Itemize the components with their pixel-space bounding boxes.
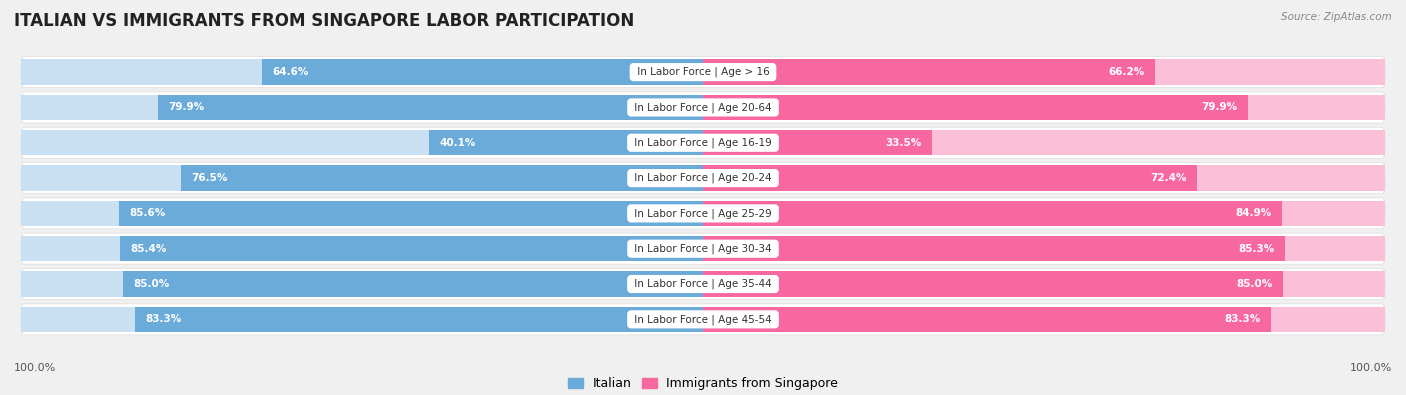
Text: In Labor Force | Age 20-64: In Labor Force | Age 20-64 bbox=[631, 102, 775, 113]
Text: 85.3%: 85.3% bbox=[1239, 244, 1275, 254]
FancyBboxPatch shape bbox=[21, 92, 1385, 123]
Bar bbox=[703, 59, 1154, 85]
Bar bbox=[703, 201, 1385, 226]
Text: In Labor Force | Age 45-54: In Labor Force | Age 45-54 bbox=[631, 314, 775, 325]
Text: 79.9%: 79.9% bbox=[1202, 102, 1237, 113]
Bar bbox=[21, 236, 703, 261]
Bar bbox=[703, 130, 1385, 156]
Text: 76.5%: 76.5% bbox=[191, 173, 228, 183]
Text: 85.6%: 85.6% bbox=[129, 209, 166, 218]
Text: Source: ZipAtlas.com: Source: ZipAtlas.com bbox=[1281, 12, 1392, 22]
Text: In Labor Force | Age 16-19: In Labor Force | Age 16-19 bbox=[631, 137, 775, 148]
Bar bbox=[703, 307, 1271, 332]
Text: 83.3%: 83.3% bbox=[1225, 314, 1261, 324]
Bar bbox=[703, 95, 1249, 120]
Text: 66.2%: 66.2% bbox=[1108, 67, 1144, 77]
Bar bbox=[135, 307, 703, 332]
Bar bbox=[703, 236, 1385, 261]
Text: In Labor Force | Age 35-44: In Labor Force | Age 35-44 bbox=[631, 279, 775, 289]
Text: 33.5%: 33.5% bbox=[884, 138, 921, 148]
FancyBboxPatch shape bbox=[21, 304, 1385, 335]
Bar bbox=[703, 236, 1285, 261]
Legend: Italian, Immigrants from Singapore: Italian, Immigrants from Singapore bbox=[562, 372, 844, 395]
Bar bbox=[703, 166, 1197, 191]
Text: 84.9%: 84.9% bbox=[1236, 209, 1272, 218]
Bar bbox=[703, 271, 1385, 297]
Text: 72.4%: 72.4% bbox=[1150, 173, 1187, 183]
Text: 85.4%: 85.4% bbox=[131, 244, 167, 254]
Text: 100.0%: 100.0% bbox=[14, 363, 56, 373]
Bar bbox=[703, 271, 1282, 297]
Bar bbox=[263, 59, 703, 85]
Text: In Labor Force | Age 30-34: In Labor Force | Age 30-34 bbox=[631, 243, 775, 254]
Text: In Labor Force | Age 25-29: In Labor Force | Age 25-29 bbox=[631, 208, 775, 219]
Text: 64.6%: 64.6% bbox=[273, 67, 309, 77]
FancyBboxPatch shape bbox=[21, 127, 1385, 158]
Bar bbox=[703, 166, 1385, 191]
Text: In Labor Force | Age 20-24: In Labor Force | Age 20-24 bbox=[631, 173, 775, 183]
Bar bbox=[703, 307, 1385, 332]
FancyBboxPatch shape bbox=[21, 162, 1385, 194]
Bar bbox=[703, 59, 1385, 85]
Bar bbox=[120, 201, 703, 226]
Bar bbox=[21, 95, 703, 120]
Bar bbox=[21, 130, 703, 156]
Bar bbox=[21, 201, 703, 226]
Bar bbox=[121, 236, 703, 261]
Text: 85.0%: 85.0% bbox=[1236, 279, 1272, 289]
Bar bbox=[157, 95, 703, 120]
Bar bbox=[124, 271, 703, 297]
FancyBboxPatch shape bbox=[21, 269, 1385, 299]
Bar bbox=[703, 130, 932, 156]
Bar bbox=[21, 271, 703, 297]
FancyBboxPatch shape bbox=[21, 198, 1385, 229]
Text: 83.3%: 83.3% bbox=[145, 314, 181, 324]
Bar bbox=[181, 166, 703, 191]
Text: 40.1%: 40.1% bbox=[440, 138, 477, 148]
Bar bbox=[21, 59, 703, 85]
Text: 100.0%: 100.0% bbox=[1350, 363, 1392, 373]
Bar bbox=[703, 95, 1385, 120]
FancyBboxPatch shape bbox=[21, 233, 1385, 264]
Text: 79.9%: 79.9% bbox=[169, 102, 204, 113]
Text: In Labor Force | Age > 16: In Labor Force | Age > 16 bbox=[634, 67, 772, 77]
Text: 85.0%: 85.0% bbox=[134, 279, 170, 289]
FancyBboxPatch shape bbox=[21, 56, 1385, 88]
Bar bbox=[429, 130, 703, 156]
Bar bbox=[21, 166, 703, 191]
Bar bbox=[703, 201, 1282, 226]
Bar bbox=[21, 307, 703, 332]
Text: ITALIAN VS IMMIGRANTS FROM SINGAPORE LABOR PARTICIPATION: ITALIAN VS IMMIGRANTS FROM SINGAPORE LAB… bbox=[14, 12, 634, 30]
